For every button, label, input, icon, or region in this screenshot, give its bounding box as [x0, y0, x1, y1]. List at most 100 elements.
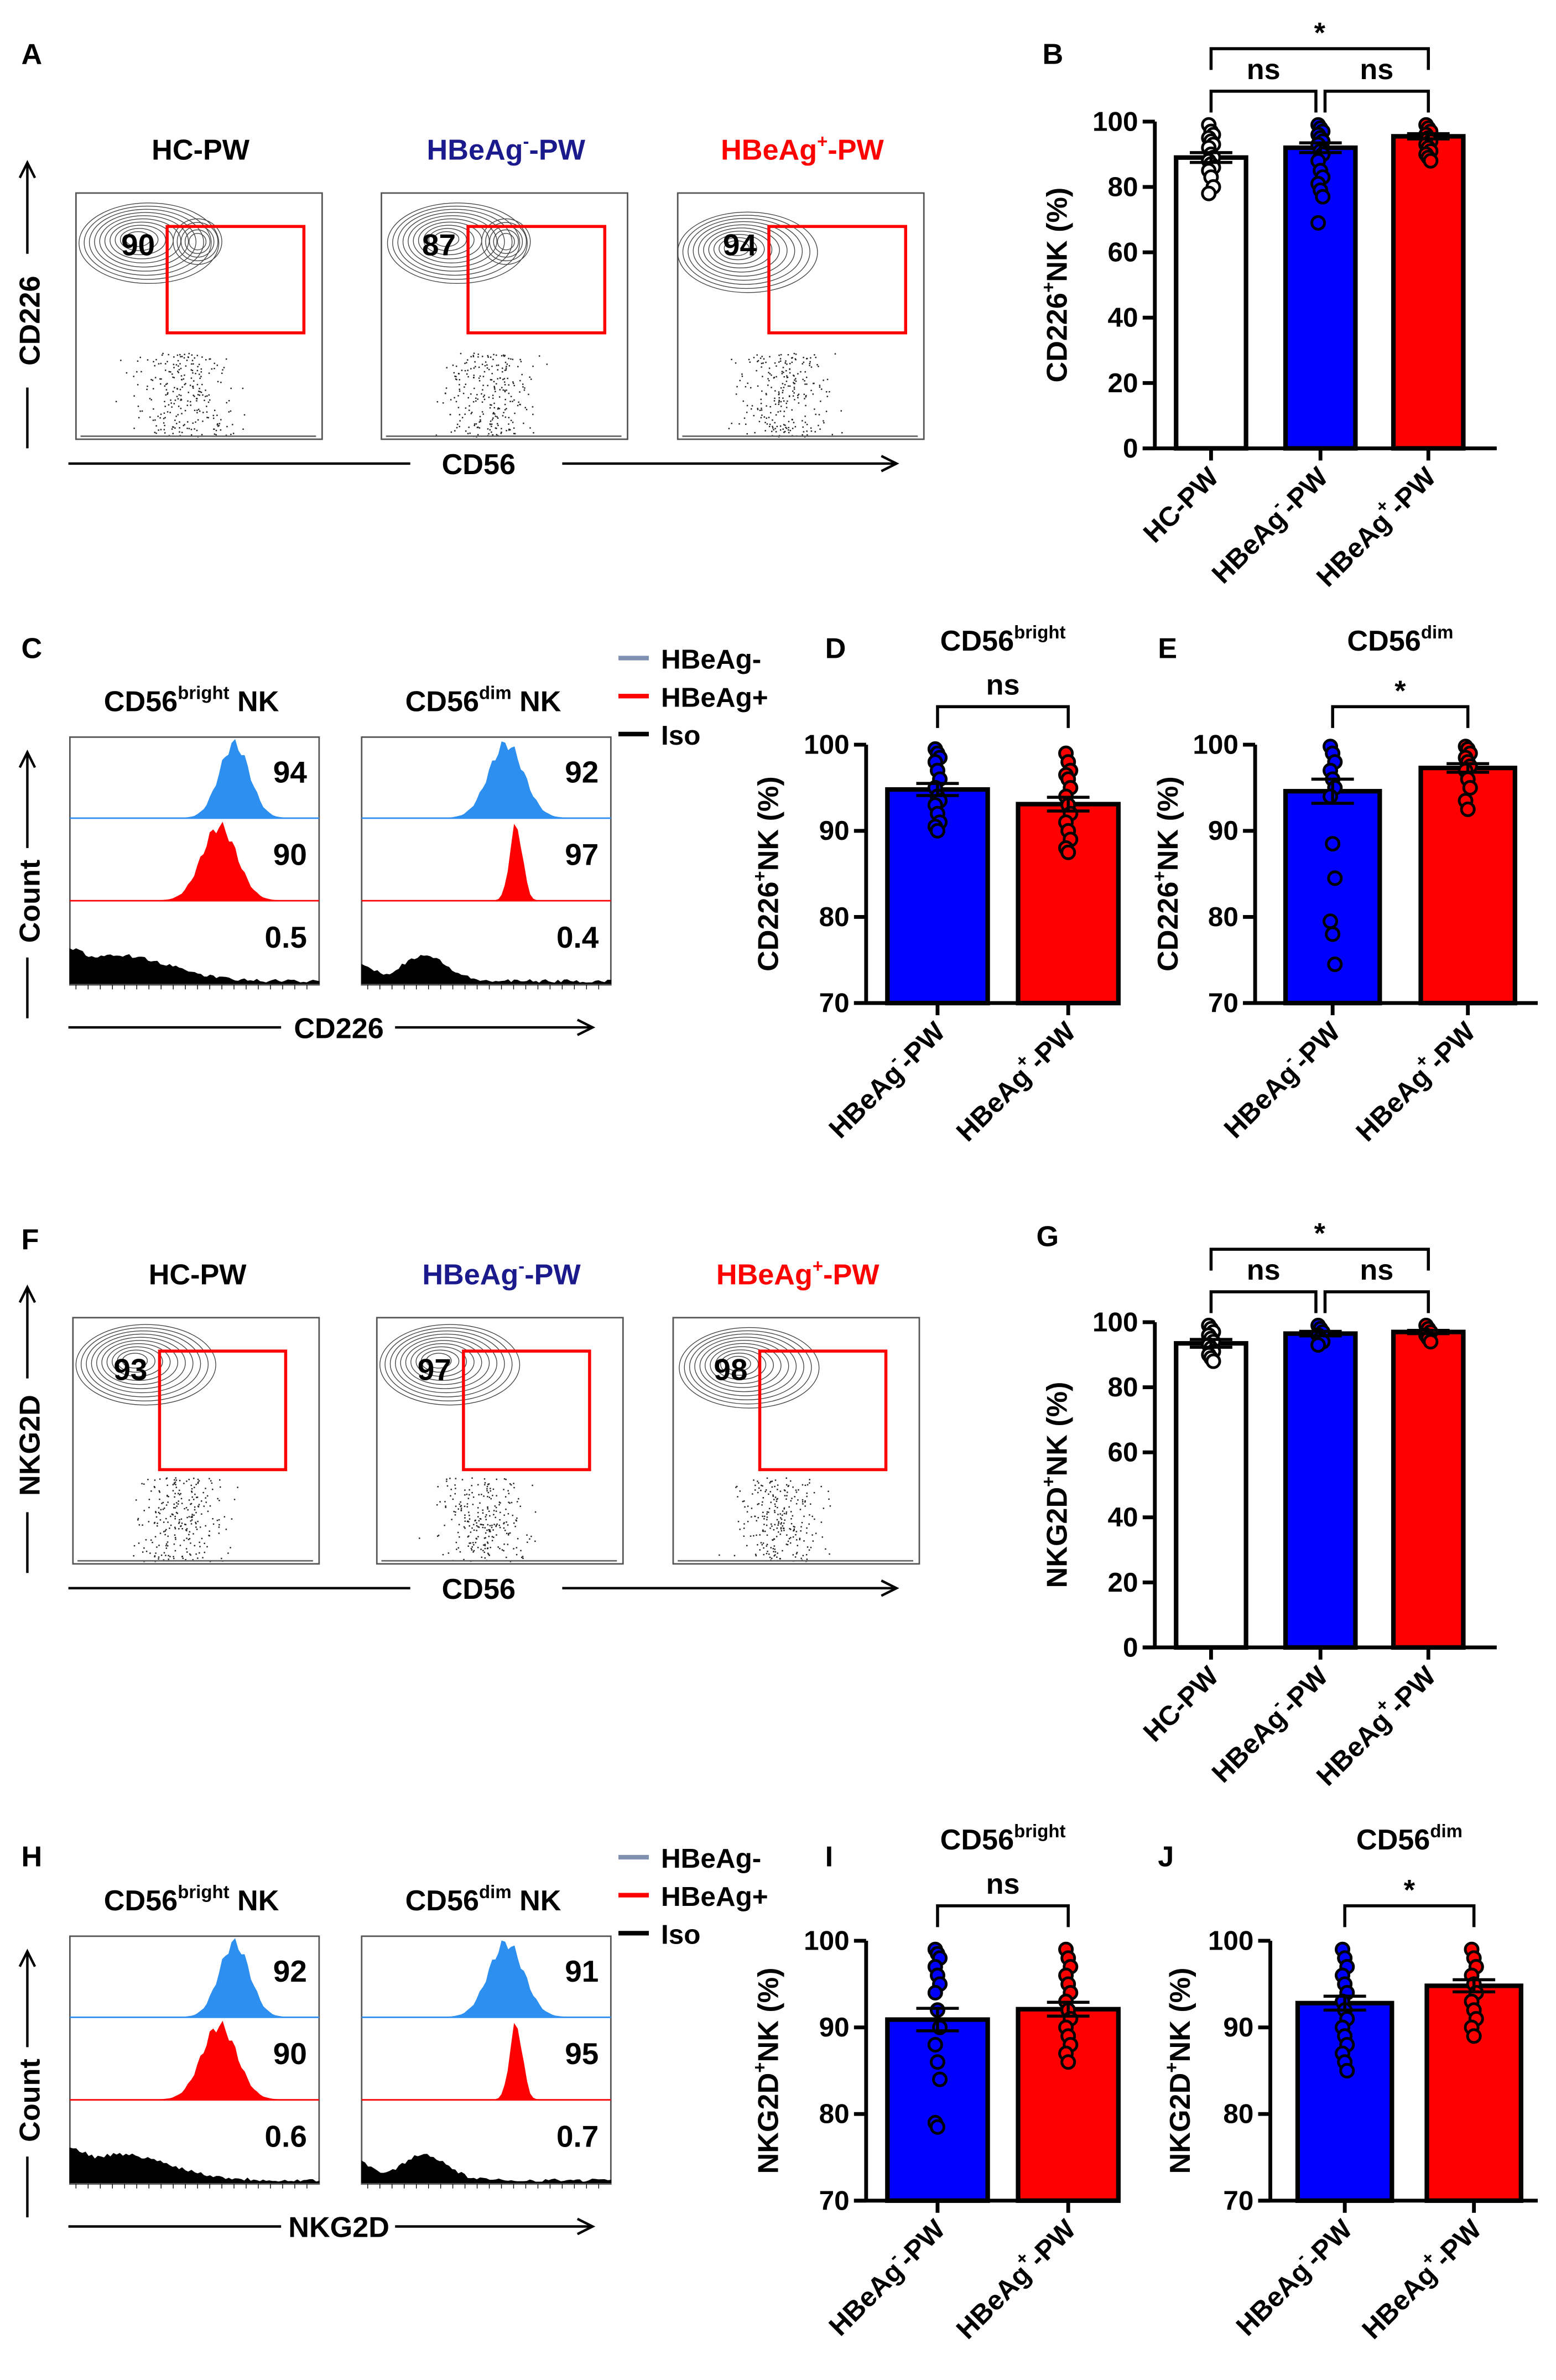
event-dot — [182, 1557, 184, 1560]
event-dot — [436, 1504, 438, 1506]
event-dot — [738, 423, 740, 425]
event-dot — [470, 393, 472, 395]
event-dot — [215, 434, 217, 436]
event-dot — [494, 413, 496, 415]
event-dot — [470, 413, 472, 414]
event-dot — [782, 1525, 784, 1527]
event-dot — [187, 1509, 189, 1511]
y-axis-label: NKG2D+NK (%) — [750, 1967, 785, 2174]
event-dot — [170, 402, 172, 404]
event-dot — [819, 386, 821, 388]
event-dot — [242, 428, 244, 430]
event-dot — [785, 1477, 787, 1479]
event-dot — [787, 400, 788, 402]
event-dot — [190, 401, 191, 403]
event-dot — [770, 1523, 772, 1525]
event-dot — [188, 1479, 190, 1480]
event-dot — [508, 384, 509, 386]
event-dot — [761, 362, 763, 365]
event-dot — [472, 1496, 475, 1498]
event-dot — [175, 1539, 176, 1540]
event-dot — [487, 1506, 488, 1508]
event-dot — [777, 1506, 778, 1509]
event-dot — [746, 404, 748, 407]
event-dot — [806, 1492, 808, 1494]
gate-percentage: 90 — [121, 228, 155, 262]
contour-line — [91, 1333, 194, 1394]
event-dot — [489, 407, 491, 409]
event-dot — [784, 1490, 786, 1492]
event-dot — [205, 1501, 207, 1503]
event-dot — [759, 357, 762, 359]
event-dot — [457, 407, 460, 408]
event-dot — [803, 1540, 805, 1542]
event-dot — [785, 370, 787, 372]
event-dot — [792, 1515, 794, 1517]
event-dot — [800, 1530, 802, 1532]
significance-label: ns — [1247, 1254, 1281, 1286]
event-dot — [735, 1487, 737, 1488]
event-dot — [164, 1534, 166, 1536]
data-point — [1315, 189, 1331, 205]
contour-line — [86, 1330, 201, 1397]
event-dot — [483, 371, 486, 373]
event-dot — [176, 1513, 178, 1514]
event-dot — [793, 386, 795, 388]
gate-rectangle — [462, 1349, 591, 1472]
event-dot — [476, 394, 478, 396]
contour-line — [423, 225, 475, 256]
event-dot — [804, 422, 806, 423]
event-dot — [195, 1511, 197, 1514]
y-tick-label: 100 — [804, 730, 849, 760]
event-dot — [181, 1522, 183, 1524]
histogram-percentage: 92 — [565, 755, 599, 789]
event-dot — [776, 376, 777, 378]
y-tick-label: 90 — [1223, 2012, 1253, 2043]
event-dot — [450, 1488, 452, 1490]
event-dot — [491, 365, 493, 367]
event-dot — [455, 1488, 456, 1489]
event-dot — [497, 408, 499, 410]
event-dot — [493, 1514, 495, 1515]
event-dot — [794, 358, 797, 360]
event-dot — [813, 1492, 815, 1494]
event-dot — [776, 1536, 778, 1537]
event-dot — [802, 1501, 804, 1503]
x-tick-label-tail: -PW — [1299, 2213, 1359, 2273]
event-dot — [502, 354, 504, 356]
event-dot — [493, 1510, 495, 1511]
event-dot — [459, 420, 461, 422]
event-dot — [175, 415, 177, 417]
event-dot — [532, 1484, 533, 1487]
event-dot — [783, 1508, 785, 1510]
significance-label: ns — [1360, 54, 1393, 86]
event-dot — [793, 382, 795, 384]
event-dot — [445, 387, 447, 389]
event-dot — [748, 358, 750, 361]
event-dot — [795, 378, 797, 380]
event-dot — [771, 1486, 773, 1488]
event-dot — [523, 422, 524, 424]
event-dot — [743, 1535, 745, 1537]
flow-plot-title-base: HBeAg — [716, 1259, 813, 1291]
event-dot — [506, 408, 507, 409]
event-dot — [173, 1483, 175, 1485]
event-dot — [178, 368, 180, 371]
event-dot — [147, 359, 149, 361]
event-dot — [141, 1483, 143, 1485]
event-dot — [178, 372, 179, 373]
event-dot — [485, 361, 487, 363]
x-tick-label-base: HBeAg — [823, 2256, 909, 2341]
event-dot — [761, 414, 763, 416]
event-dot — [454, 1484, 456, 1486]
event-dot — [192, 387, 194, 389]
event-dot — [461, 417, 464, 419]
event-dot — [512, 422, 514, 423]
y-axis-label-tail: NK (%) — [1152, 776, 1184, 871]
y-tick-label: 100 — [1092, 106, 1138, 137]
event-dot — [768, 1553, 770, 1555]
event-dot — [762, 1529, 764, 1531]
significance-bracket — [1209, 90, 1318, 113]
event-dot — [736, 1485, 738, 1488]
event-dot — [795, 358, 797, 361]
